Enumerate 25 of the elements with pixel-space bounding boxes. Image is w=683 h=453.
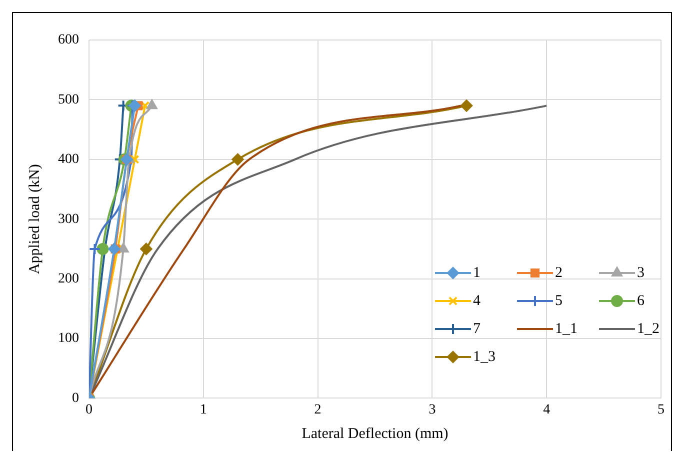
legend-label: 3 — [637, 264, 644, 282]
x-axis-title: Lateral Deflection (mm) — [302, 426, 448, 442]
legend-label: 1 — [473, 264, 480, 282]
legend-label: 7 — [473, 320, 480, 338]
x-tick-label: 3 — [428, 402, 436, 418]
y-tick-label: 400 — [58, 152, 79, 168]
legend-label: 1_3 — [473, 348, 496, 366]
y-tick-label: 0 — [72, 390, 79, 406]
legend-label: 5 — [555, 292, 562, 310]
legend-label: 1_1 — [555, 320, 578, 338]
y-tick-label: 500 — [58, 92, 79, 108]
y-tick-label: 200 — [58, 271, 79, 286]
y-tick-label: 100 — [58, 331, 79, 346]
y-tick-label: 300 — [58, 212, 79, 227]
x-tick-label: 0 — [86, 402, 92, 418]
x-tick-label: 2 — [314, 402, 322, 418]
legend-label: 6 — [637, 292, 644, 310]
legend-label: 2 — [555, 264, 562, 282]
y-tick-label: 600 — [58, 32, 79, 48]
x-tick-label: 4 — [543, 402, 550, 418]
legend-label: 4 — [473, 292, 480, 310]
y-axis-title: Applied load (kN) — [26, 164, 43, 274]
x-tick-label: 1 — [200, 402, 207, 418]
legend-label: 1_2 — [637, 320, 660, 338]
x-tick-label: 5 — [658, 402, 664, 418]
